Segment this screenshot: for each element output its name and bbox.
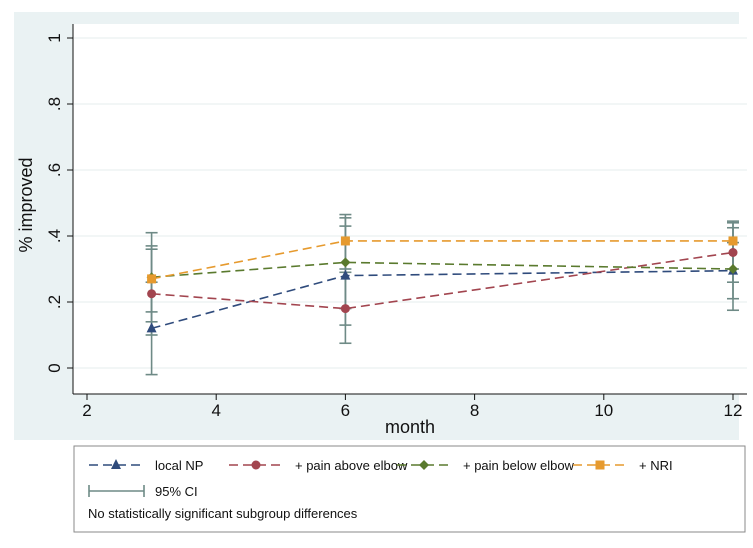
series-line bbox=[151, 251, 734, 310]
marker-circle bbox=[251, 460, 261, 470]
marker-triangle bbox=[146, 322, 157, 333]
y-tick-label: .8 bbox=[45, 97, 64, 111]
marker-diamond bbox=[728, 264, 738, 274]
series-line bbox=[151, 261, 734, 279]
footnote: No statistically significant subgroup di… bbox=[88, 506, 358, 521]
gridlines bbox=[74, 37, 747, 369]
y-tick-label: .2 bbox=[45, 295, 64, 309]
marker-triangle bbox=[111, 459, 121, 469]
marker-circle bbox=[340, 304, 350, 314]
legend-item: local NP bbox=[89, 458, 203, 473]
legend-item: + pain above elbow bbox=[229, 458, 408, 473]
legend-label: local NP bbox=[155, 458, 203, 473]
marker-diamond bbox=[419, 460, 429, 470]
legend-ci-label: 95% CI bbox=[155, 484, 198, 499]
marker-diamond bbox=[340, 257, 351, 268]
x-tick-label: 2 bbox=[82, 401, 91, 420]
legend-label: + pain below elbow bbox=[463, 458, 575, 473]
legend-item: + NRI bbox=[573, 458, 673, 473]
y-tick-label: 1 bbox=[45, 33, 64, 42]
x-tick-label: 10 bbox=[594, 401, 613, 420]
y-tick-label: 0 bbox=[45, 363, 64, 372]
marker-square bbox=[595, 460, 605, 470]
marker-square bbox=[728, 236, 738, 246]
legend-item: + pain below elbow bbox=[397, 458, 575, 473]
x-tick-label: 8 bbox=[470, 401, 479, 420]
marker-square bbox=[340, 236, 350, 246]
marker-triangle bbox=[340, 269, 351, 280]
series-group bbox=[145, 213, 739, 376]
marker-square bbox=[147, 274, 157, 284]
x-tick-label: 4 bbox=[211, 401, 220, 420]
series-markers bbox=[146, 236, 738, 333]
legend-label: + pain above elbow bbox=[295, 458, 408, 473]
x-tick-label: 12 bbox=[724, 401, 743, 420]
legend-label: + NRI bbox=[639, 458, 673, 473]
x-axis-title: month bbox=[385, 417, 435, 437]
legend-box bbox=[73, 445, 746, 533]
legend: local NP + pain above elbow + pain below e… bbox=[88, 458, 673, 499]
y-tick-label: .4 bbox=[45, 229, 64, 243]
tick-labels: 0.2.4.6.812 4 6 8 10 12 bbox=[45, 33, 742, 420]
axes bbox=[67, 24, 747, 400]
x-tick-label: 6 bbox=[341, 401, 350, 420]
marker-circle bbox=[147, 289, 157, 299]
plot-area bbox=[73, 24, 747, 394]
y-tick-label: .6 bbox=[45, 163, 64, 177]
legend-item-ci: 95% CI bbox=[88, 484, 198, 499]
y-axis-title: % improved bbox=[16, 157, 36, 252]
marker-circle bbox=[728, 248, 738, 257]
